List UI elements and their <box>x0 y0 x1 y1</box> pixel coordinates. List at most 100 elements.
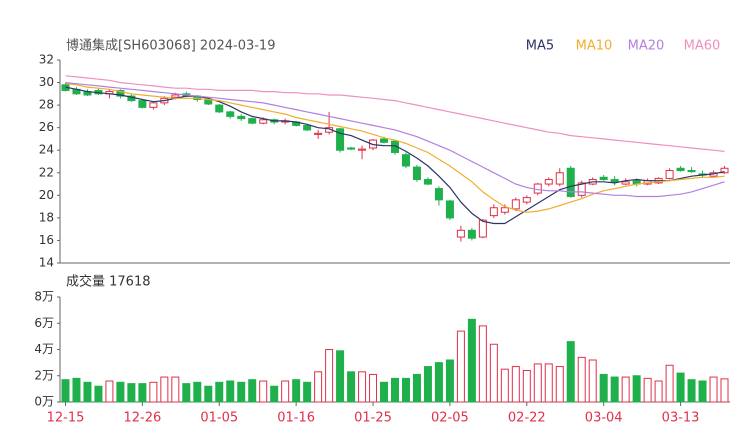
volume-bar <box>215 381 224 403</box>
candle-body <box>577 182 586 196</box>
legend-entry: MA20 <box>628 39 665 54</box>
y-tick-label: 22 <box>39 165 54 179</box>
x-tick-label: 02-22 <box>508 411 546 426</box>
candle-body <box>456 229 465 238</box>
volume-bar <box>709 376 718 403</box>
volume-bar <box>248 379 257 403</box>
volume-bar <box>434 362 443 403</box>
volume-bar <box>138 383 147 403</box>
volume-bar <box>182 383 191 403</box>
legend-entry: MA10 <box>576 39 613 54</box>
volume-title: 成交量 17618 <box>66 274 151 290</box>
volume-bar <box>401 377 410 403</box>
volume-bar <box>358 371 367 403</box>
volume-bar <box>61 379 70 403</box>
candle-body <box>412 166 421 181</box>
volume-bar <box>599 373 608 403</box>
legend-entry: MA60 <box>684 39 721 54</box>
candle-body <box>676 167 685 172</box>
volume-bar <box>336 350 345 403</box>
volume-bar <box>303 381 312 403</box>
x-tick-label: 12-26 <box>123 411 161 426</box>
candle-body <box>149 102 158 108</box>
candle-body <box>380 138 389 143</box>
volume-bar <box>105 380 114 403</box>
y-tick-label: 28 <box>39 98 54 112</box>
volume-bar <box>555 366 564 403</box>
x-tick-label: 02-05 <box>431 411 469 426</box>
y-tick-label: 6万 <box>34 316 54 330</box>
volume-bar <box>566 341 575 403</box>
y-tick-label: 20 <box>39 188 54 202</box>
volume-bar <box>489 343 498 403</box>
y-tick-label: 8万 <box>34 290 54 304</box>
volume-bar <box>314 371 323 403</box>
volume-bar <box>423 366 432 403</box>
volume-bar <box>720 378 729 403</box>
candle-body <box>621 181 630 185</box>
ma-line <box>65 86 725 225</box>
volume-bar <box>588 359 597 403</box>
volume-bar <box>204 385 213 403</box>
volume-bar <box>478 325 487 403</box>
volume-bar <box>676 372 685 403</box>
candle-body <box>259 119 268 124</box>
y-tick-label: 30 <box>39 75 54 89</box>
candle-body <box>116 89 125 97</box>
y-tick-label: 24 <box>39 143 54 157</box>
candle-body <box>138 100 147 108</box>
volume-bar <box>369 373 378 403</box>
volume-bar <box>391 377 399 403</box>
volume-bar <box>522 370 531 403</box>
volume-bar <box>325 349 334 403</box>
candle-body <box>533 183 542 194</box>
candle-body <box>720 167 729 174</box>
volume-bar <box>467 318 476 403</box>
volume-bar <box>412 373 421 403</box>
candle-body <box>555 172 564 185</box>
candle-body <box>478 219 487 238</box>
candle-body <box>237 115 246 120</box>
x-tick-label: 03-13 <box>662 411 700 426</box>
candle-body <box>226 111 235 117</box>
candle-body <box>599 176 608 181</box>
volume-bar <box>698 380 707 403</box>
volume-bar <box>665 364 674 403</box>
y-tick-label: 0万 <box>34 395 54 409</box>
volume-bar <box>511 366 520 403</box>
x-tick-label: 12-15 <box>47 411 85 426</box>
volume-bar <box>445 359 454 403</box>
volume-bar <box>380 381 389 403</box>
candle-body <box>248 118 257 124</box>
y-tick-label: 14 <box>39 256 54 270</box>
candle-body <box>467 229 476 239</box>
volume-bar <box>687 379 696 403</box>
volume-bar <box>193 381 202 403</box>
candle-body <box>358 148 367 151</box>
volume-bar <box>160 376 169 403</box>
candle-body <box>610 179 619 183</box>
y-tick-label: 2万 <box>34 368 54 382</box>
candle-body <box>336 128 345 151</box>
y-tick-label: 26 <box>39 120 54 134</box>
candle-body <box>434 188 443 201</box>
y-tick-label: 18 <box>39 210 54 224</box>
volume-bar <box>500 368 509 403</box>
x-tick-label: 01-05 <box>200 411 238 426</box>
ma-line <box>65 82 725 198</box>
candle-body <box>401 154 410 167</box>
volume-bar <box>94 385 103 403</box>
candle-body <box>171 94 180 98</box>
candle-body <box>665 170 674 179</box>
volume-bar <box>643 377 652 403</box>
candle-body <box>522 197 531 203</box>
y-tick-label: 4万 <box>34 342 54 356</box>
volume-bar <box>632 375 641 403</box>
volume-bar <box>544 363 553 403</box>
volume-bar <box>347 371 356 403</box>
x-tick-label: 03-04 <box>585 411 623 426</box>
volume-bar <box>281 380 290 403</box>
x-tick-label: 01-16 <box>277 411 315 426</box>
candle-body <box>500 207 509 213</box>
candle-body <box>544 179 553 185</box>
